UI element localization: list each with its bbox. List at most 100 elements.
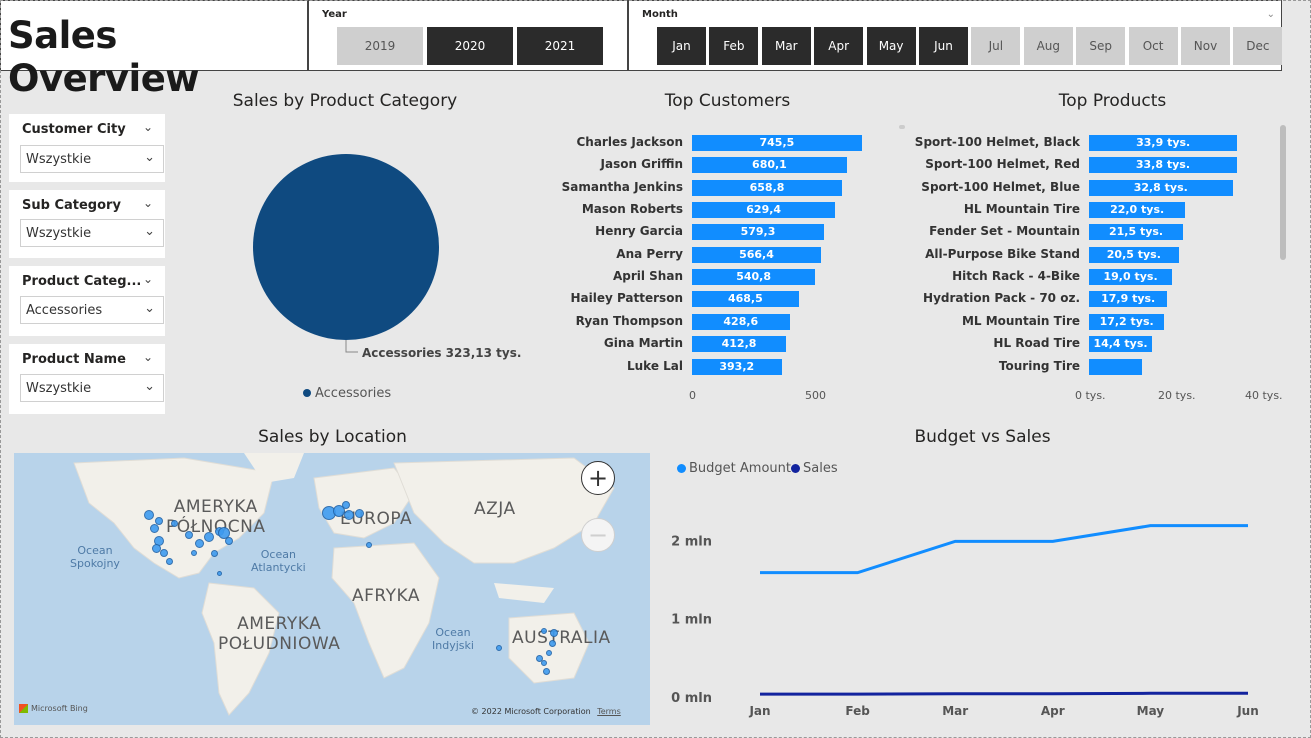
month-button-aug[interactable]: Aug [1023,27,1073,65]
chevron-down-icon[interactable]: ⌄ [142,272,153,286]
map-zoom-in-button[interactable]: + [581,461,615,495]
customer-bar-label: Hailey Patterson [570,291,683,306]
map-terms-link[interactable]: Terms [597,707,621,716]
map-location-marker[interactable] [194,538,204,548]
product-bar[interactable] [1089,135,1238,151]
month-button-feb[interactable]: Feb [709,27,759,65]
map-location-marker[interactable] [170,519,178,527]
product-bar[interactable] [1089,246,1179,263]
customer-bar[interactable] [692,135,862,151]
product-bar[interactable] [1089,313,1165,330]
year-slicer-label: Year [322,9,347,20]
customer-bar[interactable] [692,224,824,241]
map-location-marker[interactable] [151,543,161,553]
customer-bar[interactable] [692,358,782,375]
map-location-marker[interactable] [542,667,550,675]
customer-bar-value: 658,8 [749,180,785,194]
year-button-2019[interactable]: 2019 [337,27,423,65]
map-location-marker[interactable] [155,517,163,525]
map-location-marker[interactable] [160,549,168,557]
map-location-marker[interactable] [342,501,350,509]
customer-bar[interactable] [692,269,816,286]
year-button-2021[interactable]: 2021 [517,27,603,65]
product-bar[interactable] [1089,269,1173,286]
map-location-marker[interactable] [185,531,193,539]
map-location-marker[interactable] [548,639,556,647]
product-bar[interactable] [1089,179,1233,196]
chevron-down-icon[interactable]: ⌄ [1266,9,1275,20]
map-location-marker[interactable] [535,654,543,662]
month-button-jul[interactable]: Jul [971,27,1021,65]
map-location-marker[interactable] [366,542,372,548]
customer-bar[interactable] [692,291,799,308]
chevron-down-icon[interactable]: ⌄ [142,196,153,210]
product-name-dropdown[interactable]: Wszystkie ⌄ [20,374,164,402]
map-location-marker[interactable] [149,523,159,533]
product-bar-value: 17,9 tys. [1101,292,1156,306]
month-button-dec[interactable]: Dec [1233,27,1283,65]
scrollbar[interactable] [1280,125,1286,260]
y-axis-tick: 2 mln [671,534,712,549]
product-bar[interactable] [1089,202,1186,219]
pie-chart-title: Sales by Product Category [232,91,458,111]
year-button-2020[interactable]: 2020 [427,27,513,65]
map-location-marker[interactable] [204,532,214,542]
month-button-may[interactable]: May [866,27,916,65]
product-bar[interactable] [1089,291,1168,308]
map-location-marker[interactable] [550,629,558,637]
month-button-apr[interactable]: Apr [814,27,864,65]
budget-vs-sales-chart: 0 mln 1 mln 2 mln Jan Feb Mar Apr May Jun [671,524,1259,718]
product-bar[interactable] [1089,224,1184,241]
customer-bar-value: 412,8 [721,337,757,351]
customer-bar[interactable] [692,313,790,330]
product-bar[interactable] [1089,358,1142,375]
map-location-marker[interactable] [210,549,218,557]
product-axis-tick: 20 tys. [1158,389,1196,402]
sales-line[interactable] [760,691,1248,696]
map-location-marker[interactable] [496,645,502,651]
month-button-jan[interactable]: Jan [657,27,706,65]
product-bar-value: 19,0 tys. [1103,270,1158,284]
map-location-marker[interactable] [354,508,364,518]
product-bar-label: HL Road Tire [993,336,1080,351]
map-location-marker[interactable] [144,510,154,520]
month-button-nov[interactable]: Nov [1181,27,1230,65]
map-location-marker[interactable] [216,570,222,576]
product-bar-value: 32,8 tys. [1133,180,1188,194]
chevron-down-icon[interactable]: ⌄ [142,350,153,364]
month-button-jun[interactable]: Jun [919,27,968,65]
month-button-oct[interactable]: Oct [1128,27,1178,65]
map-location-marker[interactable] [225,537,233,545]
sub-category-dropdown[interactable]: Wszystkie ⌄ [20,219,164,247]
customer-bar[interactable] [692,179,843,196]
map-location-marker[interactable] [165,557,173,565]
customer-bar-value: 428,6 [723,314,759,328]
customer-city-slicer: Customer City ⌄ Wszystkie ⌄ [9,114,165,182]
customer-bar[interactable] [692,157,847,174]
customer-bar[interactable] [692,336,787,353]
month-button-sep[interactable]: Sep [1076,27,1126,65]
map-location-marker[interactable] [218,527,230,539]
customer-bar[interactable] [692,246,821,263]
chevron-down-icon[interactable]: ⌄ [142,120,153,134]
map-location-marker[interactable] [344,510,354,520]
map-location-marker[interactable] [546,650,552,656]
map-location-marker[interactable] [541,628,547,634]
scrollbar[interactable] [899,125,905,129]
map-location-marker[interactable] [541,660,547,666]
product-category-dropdown[interactable]: Accessories ⌄ [20,296,164,324]
month-button-mar[interactable]: Mar [761,27,811,65]
customer-bar-label: Luke Lal [626,358,683,373]
map-ocean-atlantic-line-2: Atlantycki [251,561,306,574]
budget-amount-line[interactable] [760,524,1248,575]
map-zoom-out-button[interactable]: − [581,518,615,552]
map-location-marker[interactable] [191,550,197,556]
product-bar[interactable] [1089,157,1237,174]
product-bar[interactable] [1089,336,1152,353]
customer-city-dropdown[interactable]: Wszystkie ⌄ [20,145,164,173]
product-name-label: Product Name [22,352,126,367]
pie-slice-accessories[interactable] [253,154,439,340]
product-axis-tick: 0 tys. [1075,389,1106,402]
customer-bar[interactable] [692,202,836,219]
sales-map[interactable]: AMERYKA PÓŁNOCNA EUROPA AZJA AFRYKA AMER… [14,453,650,725]
